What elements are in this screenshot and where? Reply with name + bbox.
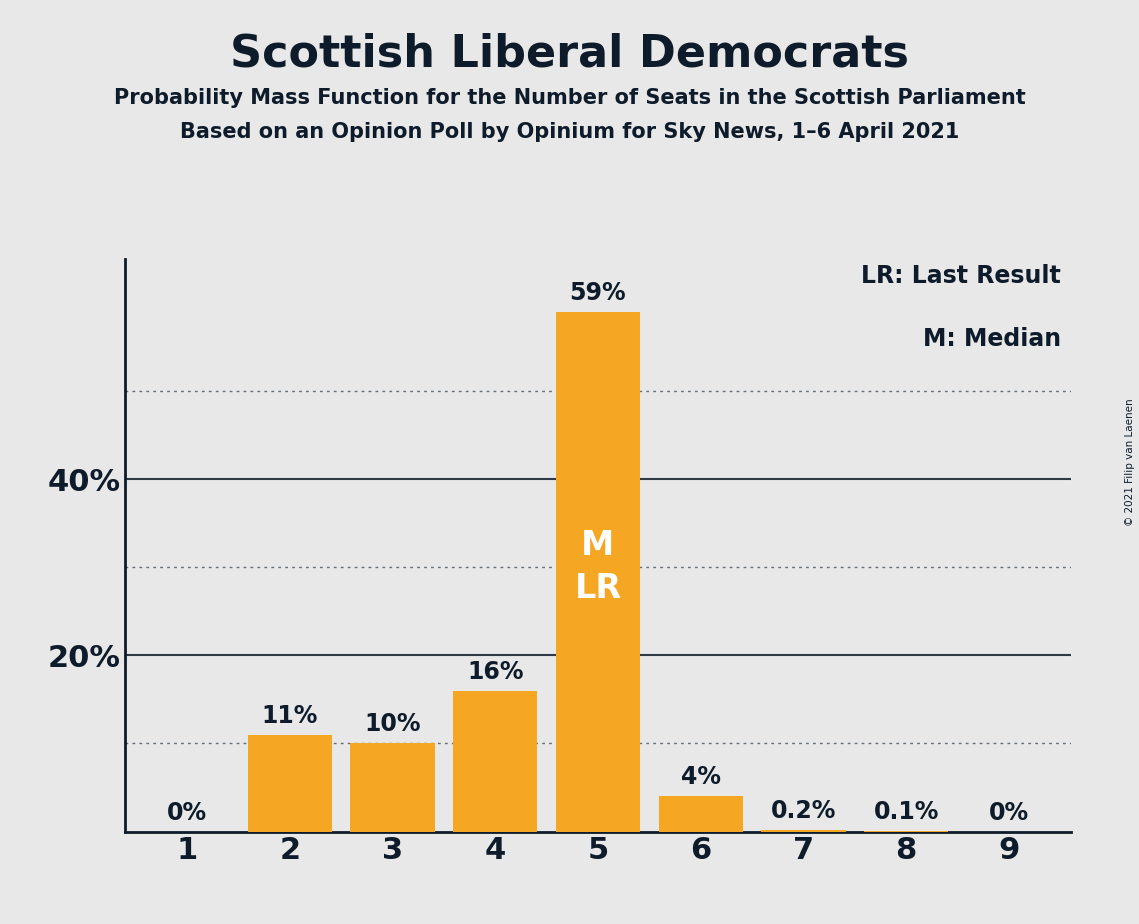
Text: Scottish Liberal Democrats: Scottish Liberal Democrats [230, 32, 909, 76]
Bar [351, 744, 435, 832]
Text: Probability Mass Function for the Number of Seats in the Scottish Parliament: Probability Mass Function for the Number… [114, 88, 1025, 108]
Text: M: Median: M: Median [923, 327, 1062, 351]
Bar [658, 796, 743, 832]
Text: 0.1%: 0.1% [874, 799, 939, 823]
Text: LR: Last Result: LR: Last Result [861, 264, 1062, 288]
Text: 4%: 4% [681, 765, 721, 789]
Text: Based on an Opinion Poll by Opinium for Sky News, 1–6 April 2021: Based on an Opinion Poll by Opinium for … [180, 122, 959, 142]
Bar [556, 311, 640, 832]
Text: 59%: 59% [570, 281, 626, 305]
Text: 0%: 0% [989, 800, 1029, 824]
Text: 16%: 16% [467, 660, 524, 684]
Text: © 2021 Filip van Laenen: © 2021 Filip van Laenen [1125, 398, 1134, 526]
Text: M
LR: M LR [574, 529, 622, 605]
Text: 10%: 10% [364, 712, 420, 736]
Text: 11%: 11% [262, 703, 318, 727]
Text: 0.2%: 0.2% [771, 798, 836, 822]
Bar [453, 690, 538, 832]
Text: 0%: 0% [167, 800, 207, 824]
Bar [761, 830, 845, 832]
Bar [247, 735, 331, 832]
